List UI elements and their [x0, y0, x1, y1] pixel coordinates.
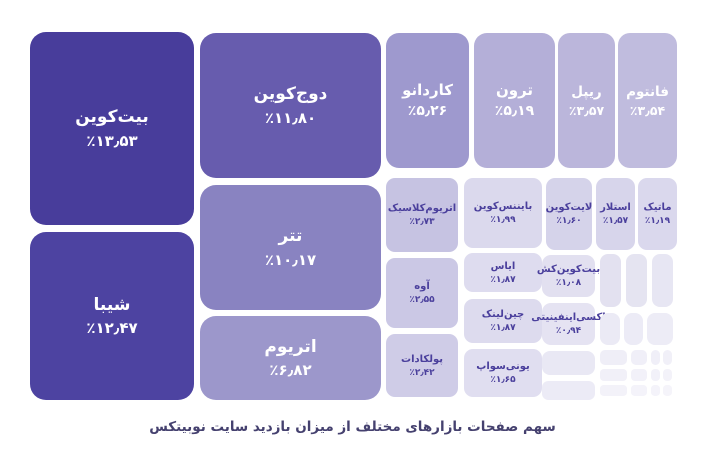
unlabeled-market-tile — [651, 369, 660, 381]
unlabeled-market-tile — [600, 385, 627, 396]
coin-share-value: ٪۱٫۹۹ — [490, 215, 516, 226]
treemap-tile: بیت‌کوین ٪۱۳٫۵۳ — [30, 32, 194, 225]
unlabeled-market-tile — [631, 350, 647, 365]
coin-label: یونی‌سواپ — [476, 361, 530, 373]
coin-label: کاردانو — [402, 81, 453, 100]
coin-share-value: ٪۱٫۸۷ — [490, 323, 516, 334]
unlabeled-market-tile — [631, 369, 647, 381]
unlabeled-market-tile — [542, 351, 595, 375]
coin-share-value: ٪۰٫۹۴ — [555, 326, 582, 337]
coin-share-value: ٪۶٫۸۲ — [269, 361, 312, 380]
coin-share-value: ٪۲٫۵۵ — [409, 295, 435, 306]
coin-label: استلار — [600, 202, 631, 214]
unlabeled-market-tile — [542, 381, 595, 400]
unlabeled-market-tile — [600, 369, 627, 381]
coin-share-value: ٪۵٫۲۶ — [407, 102, 448, 119]
coin-label: بیت‌کوین — [75, 107, 149, 128]
treemap-tile: پولکادات ٪۲٫۴۲ — [386, 334, 458, 397]
unlabeled-market-tile — [631, 385, 647, 396]
coin-share-value: ٪۱۲٫۴۷ — [86, 319, 138, 338]
coin-share-value: ٪۳٫۵۷ — [568, 102, 605, 118]
treemap-tile: چین‌لینک ٪۱٫۸۷ — [464, 299, 542, 343]
treemap-tile: ریپل ٪۳٫۵۷ — [558, 33, 615, 168]
treemap-tile: اکسی‌اینفینیتی ٪۰٫۹۴ — [531, 303, 606, 345]
unlabeled-market-tile — [652, 254, 673, 307]
treemap-tile: بیت‌کوین‌کش ٪۱٫۰۸ — [537, 255, 600, 297]
coin-share-value: ٪۱٫۸۷ — [490, 274, 516, 285]
coin-share-value: ٪۲٫۷۳ — [409, 217, 435, 228]
coin-share-value: ٪۱٫۶۰ — [556, 216, 582, 227]
treemap-tile: شیبا ٪۱۲٫۴۷ — [30, 232, 194, 400]
unlabeled-market-tile — [663, 385, 672, 396]
unlabeled-market-tile — [624, 313, 643, 345]
coin-label: چین‌لینک — [481, 309, 525, 321]
treemap-tile: یونی‌سواپ ٪۱٫۶۵ — [464, 349, 542, 397]
coin-label: ریپل — [571, 83, 602, 100]
coin-label: بیت‌کوین‌کش — [536, 264, 601, 276]
unlabeled-market-tile — [600, 254, 621, 307]
treemap-tile: آوه ٪۲٫۵۵ — [386, 258, 458, 328]
treemap-tile: اتریوم‌کلاسیک ٪۲٫۷۳ — [386, 178, 458, 252]
treemap-tile: بایننس‌کوین ٪۱٫۹۹ — [464, 178, 542, 248]
coin-share-value: ٪۵٫۱۹ — [494, 102, 535, 119]
unlabeled-market-tile — [651, 385, 660, 396]
coin-share-value: ٪۱٫۰۸ — [555, 278, 582, 289]
coin-label: فانتوم — [626, 83, 669, 100]
coin-label: ایاس — [490, 260, 516, 272]
treemap-tile: ترون ٪۵٫۱۹ — [474, 33, 555, 168]
unlabeled-market-tile — [600, 350, 627, 365]
treemap-tile: دوج‌کوین ٪۱۱٫۸۰ — [200, 33, 381, 178]
coin-label: آوه — [414, 281, 430, 293]
coin-label: لایت‌کوین — [545, 202, 593, 214]
coin-label: دوج‌کوین — [253, 84, 328, 105]
coin-label: ماتیک — [643, 202, 672, 214]
unlabeled-market-tile — [663, 350, 672, 365]
coin-share-value: ٪۱۰٫۱۷ — [264, 250, 317, 269]
coin-share-value: ٪۱۳٫۵۳ — [86, 131, 138, 150]
coin-share-value: ٪۱٫۶۵ — [490, 375, 516, 386]
coin-share-value: ٪۳٫۵۴ — [629, 102, 666, 118]
unlabeled-market-tile — [626, 254, 647, 307]
coin-share-value: ٪۱٫۵۷ — [602, 216, 629, 227]
coin-label: ترون — [495, 81, 534, 100]
coin-label: پولکادات — [401, 353, 443, 365]
treemap-tile: استلار ٪۱٫۵۷ — [596, 178, 635, 250]
treemap-tile: ایاس ٪۱٫۸۷ — [464, 253, 542, 292]
coin-label: تتر — [278, 226, 303, 247]
unlabeled-market-tile — [647, 313, 673, 345]
unlabeled-market-tile — [663, 369, 672, 381]
unlabeled-market-tile — [600, 313, 620, 345]
coin-label: بایننس‌کوین — [473, 201, 533, 213]
treemap-tile: تتر ٪۱۰٫۱۷ — [200, 185, 381, 310]
coin-share-value: ٪۱۱٫۸۰ — [264, 108, 317, 127]
unlabeled-market-tile — [651, 350, 660, 365]
treemap-tile: لایت‌کوین ٪۱٫۶۰ — [546, 178, 592, 250]
treemap-tile: ماتیک ٪۱٫۱۹ — [638, 178, 677, 250]
treemap-tile: اتریوم ٪۶٫۸۲ — [200, 316, 381, 400]
coin-label: اتریوم — [264, 336, 317, 357]
coin-share-value: ٪۱٫۱۹ — [644, 216, 671, 227]
chart-caption: سهم صفحات بازارهای مختلف از میزان بازدید… — [149, 419, 556, 435]
coin-label: اکسی‌اینفینیتی — [531, 312, 606, 324]
coin-label: اتریوم‌کلاسیک — [387, 203, 457, 215]
coin-label: شیبا — [93, 294, 131, 315]
treemap-tile: فانتوم ٪۳٫۵۴ — [618, 33, 677, 168]
treemap-tile: کاردانو ٪۵٫۲۶ — [386, 33, 469, 168]
coin-share-value: ٪۲٫۴۲ — [409, 367, 435, 378]
